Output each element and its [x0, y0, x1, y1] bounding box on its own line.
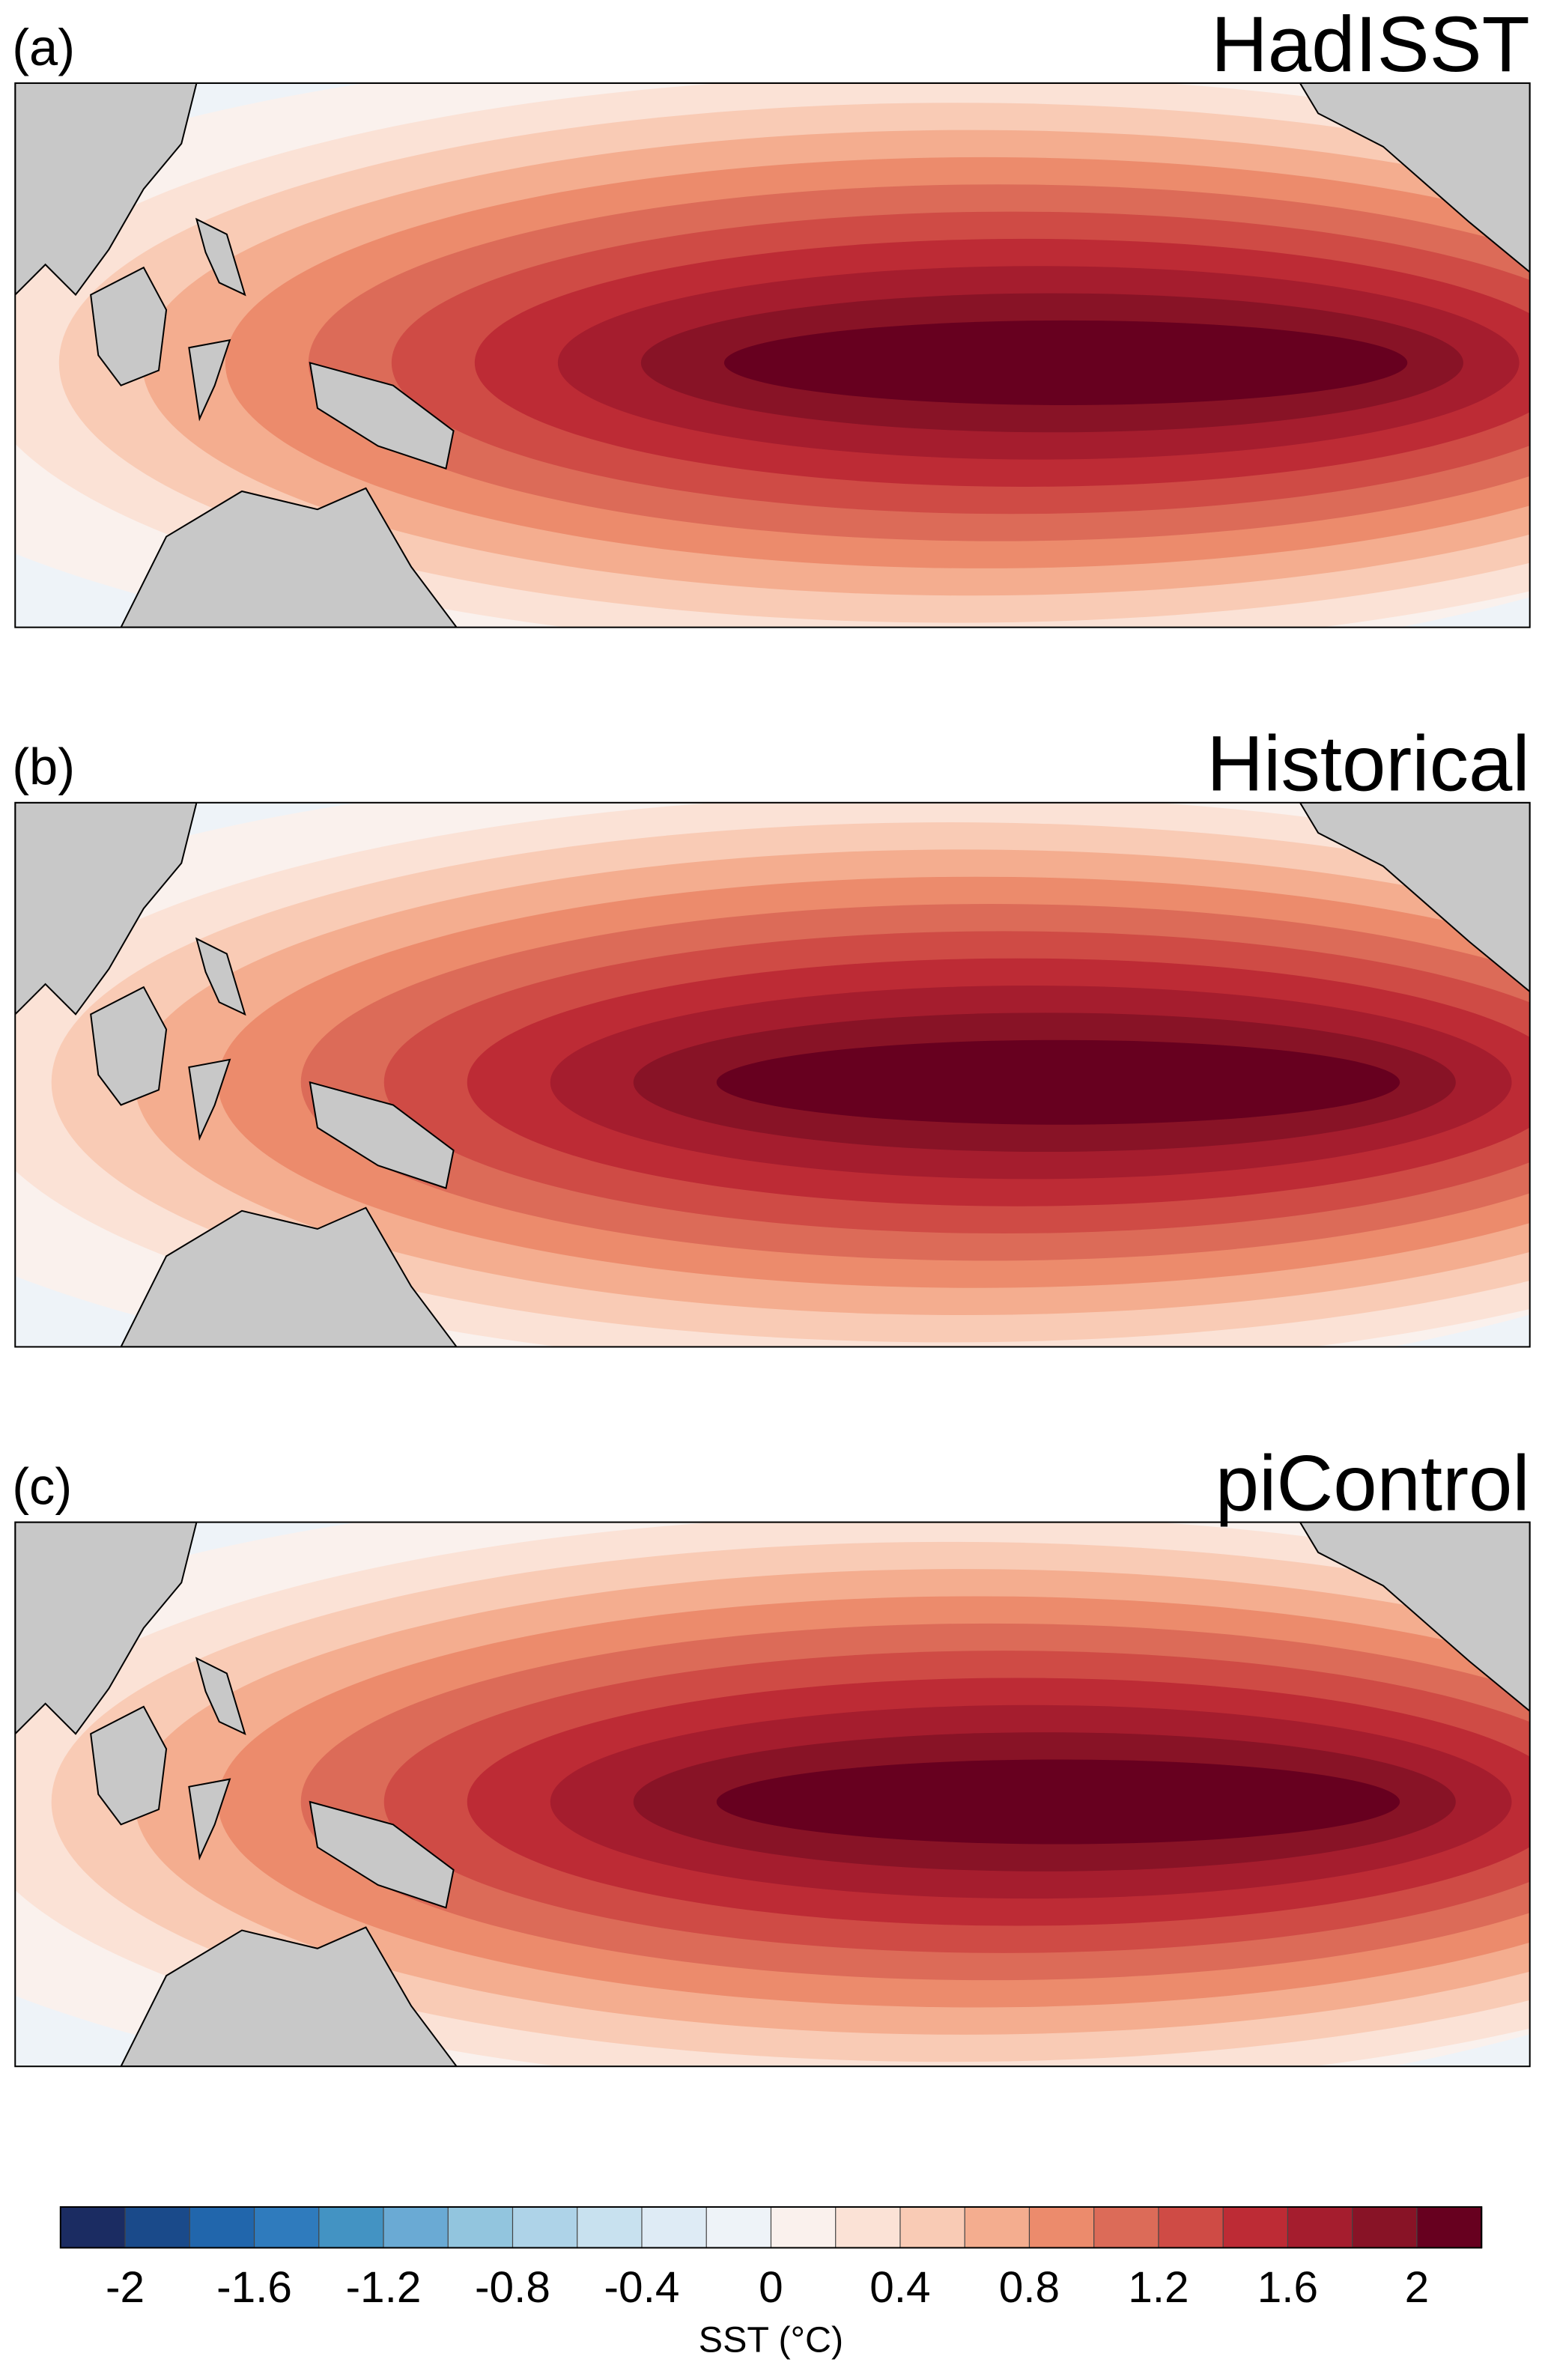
- colorbar-box: [577, 2206, 643, 2249]
- colorbar-box: [1028, 2206, 1095, 2249]
- colorbar-tick-label: -1.2: [346, 2263, 422, 2312]
- colorbar-box: [1222, 2206, 1289, 2249]
- panel-title: Historical: [1206, 720, 1529, 808]
- colorbar-frame: [59, 2206, 1483, 2249]
- colorbar-box: [705, 2206, 772, 2249]
- colorbar-box: [124, 2206, 191, 2249]
- colorbar-box: [964, 2206, 1031, 2249]
- colorbar-tick-label: -0.4: [604, 2263, 680, 2312]
- colorbar-box: [1352, 2206, 1418, 2249]
- map-panel: [15, 802, 1530, 1347]
- colorbar-box: [641, 2206, 708, 2249]
- sst-contour: [716, 1039, 1400, 1125]
- colorbar-tick-label: 0.8: [999, 2263, 1060, 2312]
- panel-title: piControl: [1215, 1439, 1530, 1527]
- colorbar-box: [835, 2206, 902, 2249]
- sst-contour: [716, 1759, 1400, 1845]
- map-panel: [15, 1522, 1530, 2067]
- panel-frame: [14, 801, 1531, 1348]
- colorbar: -2 -1.6 -1.2 -0.8 -0.4 0 0.4 0.8 1.2 1.6 2 SST (°C): [59, 2206, 1483, 2361]
- panels: (a) HadISST (b) Historical (c) piControl: [12, 1, 1531, 2068]
- colorbar-label: SST (°C): [699, 2320, 843, 2361]
- sst-contour: [723, 320, 1408, 405]
- map-panel: [15, 83, 1530, 628]
- colorbar-box: [383, 2206, 449, 2249]
- colorbar-tick-label: 2: [1405, 2263, 1430, 2312]
- colorbar-box: [318, 2206, 385, 2249]
- colorbar-tick-label: 0: [759, 2263, 783, 2312]
- colorbar-box: [60, 2206, 127, 2249]
- panel-frame: [14, 1521, 1531, 2068]
- colorbar-box: [189, 2206, 255, 2249]
- colorbar-tick-label: -0.8: [475, 2263, 550, 2312]
- colorbar-box: [253, 2206, 320, 2249]
- colorbar-tick-label: 1.2: [1128, 2263, 1189, 2312]
- colorbar-box: [1093, 2206, 1160, 2249]
- colorbar-tick-label: -1.6: [216, 2263, 292, 2312]
- colorbar-tick-label: 0.4: [869, 2263, 930, 2312]
- colorbar-box: [1287, 2206, 1353, 2249]
- colorbar-box: [899, 2206, 966, 2249]
- colorbar-tick-label: 1.6: [1257, 2263, 1318, 2312]
- panel-frame: [14, 82, 1531, 628]
- panel-label: (a): [12, 19, 75, 76]
- colorbar-box: [1416, 2206, 1483, 2249]
- colorbar-box: [1158, 2206, 1224, 2249]
- colorbar-box: [512, 2206, 578, 2249]
- colorbar-tick-label: -2: [106, 2263, 145, 2312]
- panel-label: (b): [12, 738, 75, 796]
- colorbar-box: [770, 2206, 837, 2249]
- panel-label: (c): [12, 1457, 72, 1515]
- panel-title: HadISST: [1211, 1, 1530, 88]
- colorbar-box: [447, 2206, 514, 2249]
